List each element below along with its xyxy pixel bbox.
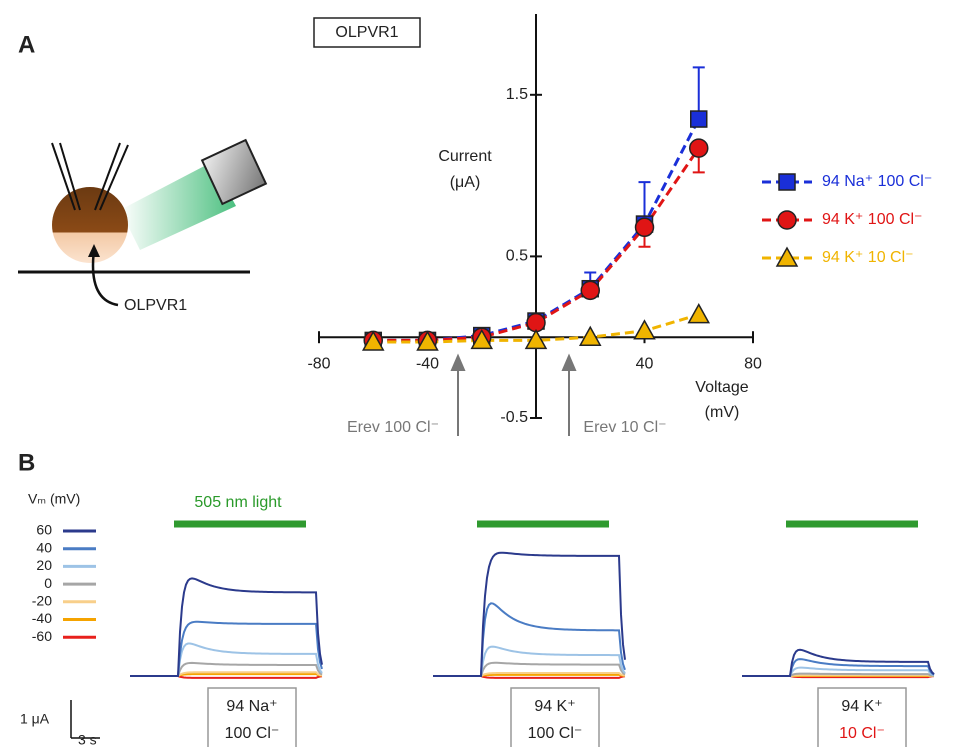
x-tick-label: -80 [307,355,330,372]
y-tick-label: -0.5 [500,409,528,426]
marker [775,246,799,267]
vm-level-label: 0 [44,575,52,591]
vm-level-label: -40 [32,610,52,626]
x-tick-label: 40 [636,355,654,372]
vm-level-label: 40 [36,539,52,555]
marker [690,110,708,128]
cell [52,187,128,263]
condition-label: 100 Cl⁻ [225,725,280,742]
cell-label: OLPVR1 [124,297,187,314]
condition-label: 94 K⁺ [534,698,575,715]
marker [361,330,385,351]
legend-label: 94 Na⁺ 100 Cl⁻ [822,173,932,190]
current-trace [130,642,323,677]
vm-title: Vₘ (mV) [28,491,80,507]
condition-label: 10 Cl⁻ [839,725,885,742]
marker [777,210,797,230]
vm-level-label: 20 [36,557,52,573]
x-tick-label: 80 [744,355,762,372]
marker [778,173,796,191]
title-box [313,17,421,48]
annotation: Erev 10 Cl⁻ [583,419,666,436]
current-trace [742,648,935,677]
y-tick-label: 1.5 [506,86,528,103]
condition-label: 100 Cl⁻ [528,725,583,742]
marker [416,330,439,351]
scale-current: 1 μA [20,711,50,727]
panel-label: A [18,31,35,58]
marker [470,328,494,350]
marker [524,328,548,350]
condition-box [207,687,297,751]
y-axis-label: (μA) [450,174,481,191]
condition-box [510,687,600,751]
vm-level-label: 60 [36,522,52,538]
x-axis-label: (mV) [705,404,740,421]
legend-label: 94 K⁺ 10 Cl⁻ [822,249,914,266]
current-trace [130,577,323,677]
current-trace [433,551,626,677]
panel-label: B [18,449,35,476]
marker [633,319,656,340]
marker [689,138,709,158]
y-axis-label: Current [438,148,492,165]
vm-level-label: -20 [32,593,52,609]
lamp [200,138,268,206]
condition-label: 94 Na⁺ [226,698,277,715]
x-tick-label: -40 [416,355,439,372]
vm-level-label: -60 [32,628,52,644]
current-trace [433,645,626,677]
condition-label: 94 K⁺ [841,698,882,715]
y-tick-label: 0.5 [506,248,528,265]
annotation: Erev 100 Cl⁻ [347,419,439,436]
light-beam [120,162,236,250]
current-trace [130,620,323,677]
scale-bar [70,700,100,739]
scale-time: 3 s [78,732,97,747]
marker [634,217,655,238]
schematic: OLPVR1 [18,138,268,314]
light-label: 505 nm light [194,494,282,511]
marker [687,303,711,324]
legend-label: 94 K⁺ 100 Cl⁻ [822,211,923,228]
x-axis-label: Voltage [695,379,748,396]
chart-title: OLPVR1 [335,24,398,41]
marker [580,280,600,301]
arrows [450,353,577,436]
marker [578,325,602,346]
